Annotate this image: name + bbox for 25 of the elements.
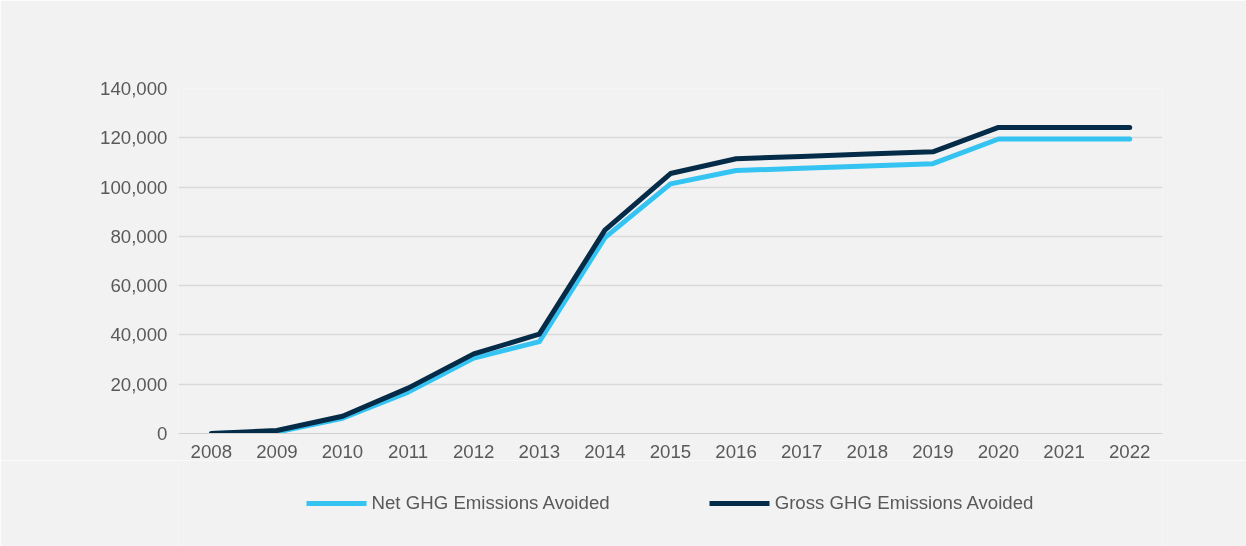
x-tick-label: 2014 xyxy=(584,440,626,462)
x-tick-label: 2008 xyxy=(190,440,233,462)
x-tick-label: 2013 xyxy=(518,440,561,462)
x-tick-label: 2012 xyxy=(452,440,495,462)
y-tick-label: 40,000 xyxy=(110,324,168,346)
y-tick-label: 0 xyxy=(157,423,168,444)
x-tick-label: 2019 xyxy=(912,440,954,462)
x-tick-label: 2011 xyxy=(388,440,429,462)
x-tick-label: 2020 xyxy=(977,440,1020,462)
y-tick-label: 140,000 xyxy=(100,78,168,99)
legend-label: Net GHG Emissions Avoided xyxy=(371,492,610,514)
x-tick-label: 2021 xyxy=(1043,440,1085,462)
x-tick-label: 2017 xyxy=(780,440,823,462)
x-tick-label: 2015 xyxy=(649,440,692,462)
x-tick-label: 2022 xyxy=(1108,440,1151,462)
x-tick-label: 2010 xyxy=(321,440,364,462)
y-tick-label: 80,000 xyxy=(110,225,168,247)
y-tick-label: 120,000 xyxy=(100,127,168,149)
y-tick-label: 100,000 xyxy=(100,176,168,198)
x-tick-label: 2016 xyxy=(715,440,757,462)
y-tick-label: 60,000 xyxy=(110,275,168,297)
x-tick-label: 2018 xyxy=(846,440,889,462)
legend-label: Gross GHG Emissions Avoided xyxy=(774,492,1034,514)
y-tick-label: 20,000 xyxy=(110,373,168,395)
x-tick-label: 2009 xyxy=(256,440,298,462)
